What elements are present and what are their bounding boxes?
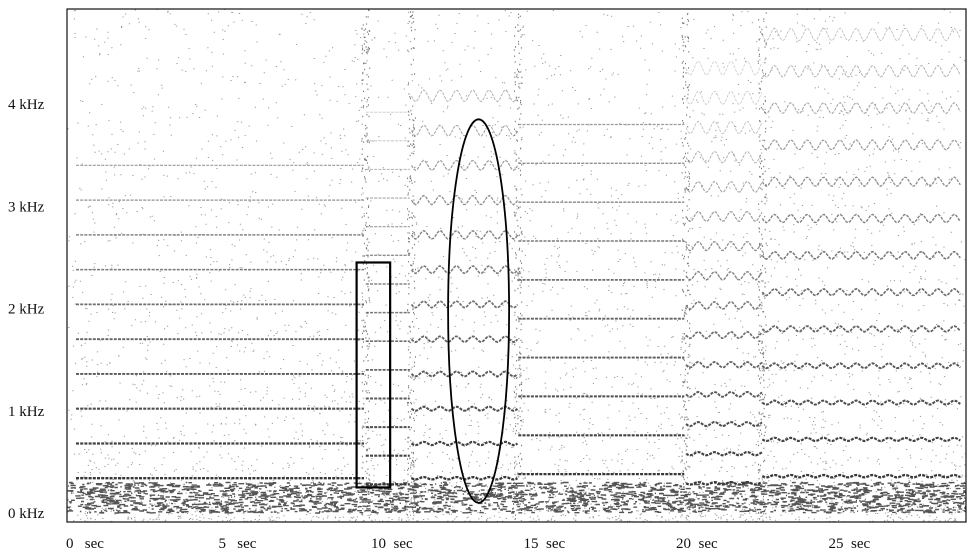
spectrogram-plot-area (66, 8, 967, 523)
harmonic-partial (761, 325, 961, 333)
harmonic-partial (410, 265, 519, 275)
note-segment-1 (76, 164, 364, 480)
annotation-layer (355, 118, 511, 504)
harmonic-partial (685, 60, 763, 76)
x-tick-label: 20 sec (676, 536, 718, 552)
y-tick-label: 3 kHz (8, 199, 45, 215)
harmonic-partial (685, 420, 763, 428)
harmonic-partial (685, 270, 763, 281)
highlight-ellipse (447, 118, 511, 504)
harmonic-partial (685, 180, 763, 193)
harmonic-partial (685, 390, 763, 398)
harmonic-partial (685, 90, 763, 106)
harmonic-partial (685, 210, 763, 223)
harmonic-partial (685, 300, 763, 311)
note-segment-5 (685, 60, 763, 486)
harmonic-partial (685, 150, 763, 164)
note-onset-streak (407, 11, 416, 522)
low-frequency-band (67, 481, 966, 514)
y-tick-label: 1 kHz (8, 404, 45, 420)
harmonic-partial (761, 139, 961, 151)
note-segment-6 (761, 27, 961, 479)
harmonic-partial (761, 362, 961, 370)
harmonic-partial (761, 287, 961, 297)
harmonic-partial (761, 213, 961, 224)
y-tick-label: 2 kHz (8, 302, 45, 318)
x-tick-label: 25 sec (829, 536, 871, 552)
harmonic-partial (685, 480, 763, 486)
y-axis-ticks: 0 kHz 1 kHz 2 kHz 3 kHz 4 kHz (8, 97, 45, 522)
harmonic-partial (685, 360, 763, 369)
harmonic-partial (410, 440, 519, 447)
harmonic-partial (410, 370, 519, 378)
harmonic-partial (410, 335, 519, 344)
harmonic-partial (411, 89, 518, 103)
y-tick-label: 4 kHz (8, 97, 45, 113)
note-onset-streak (757, 12, 767, 520)
x-tick-label: 10 sec (371, 536, 413, 552)
harmonic-partial (685, 240, 763, 252)
plot-frame (66, 8, 967, 523)
harmonic-partial (410, 229, 519, 240)
note-segment-2 (365, 111, 410, 486)
x-axis-ticks: 0 sec 5 sec 10 sec 15 sec 20 sec 25 sec (66, 536, 870, 552)
x-tick-label: 15 sec (524, 536, 566, 552)
harmonic-partial (761, 176, 961, 188)
x-tick-label: 0 sec (66, 536, 104, 552)
harmonic-partial (761, 64, 961, 78)
harmonic-partial (410, 405, 519, 412)
harmonic-partial (761, 436, 961, 443)
harmonic-partial (761, 27, 961, 42)
note-segment-4 (518, 123, 685, 476)
spectrogram-marks (67, 9, 966, 522)
harmonic-partial (761, 399, 961, 406)
note-onset-streak (681, 12, 691, 519)
plot-background (67, 9, 966, 522)
note-onset-streak (361, 9, 371, 522)
highlight-rectangle (355, 261, 392, 489)
harmonic-partial (685, 120, 763, 135)
harmonic-partial (761, 102, 961, 115)
y-tick-label: 0 kHz (8, 506, 45, 522)
note-onset-streak (513, 13, 523, 520)
harmonic-partial (685, 450, 763, 457)
harmonic-partial (411, 124, 518, 137)
harmonic-partial (410, 159, 519, 172)
note-segment-3 (410, 89, 519, 481)
harmonic-partial (761, 473, 961, 479)
x-tick-label: 5 sec (219, 536, 257, 552)
harmonic-partial (761, 250, 961, 260)
harmonic-partial (410, 300, 519, 309)
harmonic-partial (410, 194, 519, 206)
